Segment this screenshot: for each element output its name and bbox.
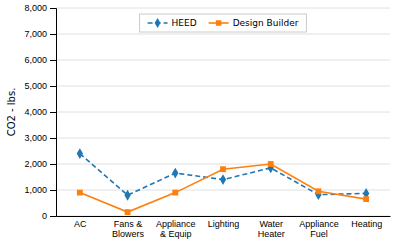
point [268,161,274,167]
tick: WaterHeater [258,219,285,239]
tick-label: 1,000 [24,185,47,195]
axis-line [57,216,391,217]
line [80,154,366,196]
tick-mark [50,138,56,139]
axis-title: CO2 - lbs. [6,88,17,137]
legend: HEED Design Builder [140,14,307,32]
legend-marker [155,18,161,28]
tick-label: Lighting [208,219,240,229]
point [220,166,226,172]
tick: Fans &Blowers [112,219,145,239]
grid-line [56,216,390,217]
tick: 2,000 [24,159,56,169]
marks [77,148,370,215]
tick-mark [50,60,56,61]
grid-line [56,112,390,113]
tick-mark [50,164,56,165]
grid-line [56,34,390,35]
tick-label: 7,000 [24,29,47,39]
axis-line [50,9,57,217]
tick: 1,000 [24,185,56,195]
tick: AC [74,219,87,229]
grid-line [56,8,390,9]
tick-label: 4,000 [24,107,47,117]
tick-mark [50,34,56,35]
legend-label: Design Builder [233,18,299,28]
tick-label: 6,000 [24,55,47,65]
grid-line [56,164,390,165]
grid-line [56,138,390,139]
chart: 0 1,000 2,000 3,000 4,000 5,000 6,000 7,000 8,00… [0,0,400,250]
legend-marker [216,20,221,25]
point [316,188,322,194]
tick: Appliance& Equip [156,219,196,239]
point [220,174,226,185]
tick: 6,000 [24,55,56,65]
x-axis: AC Fans &Blowers Appliance& Equip Lighting W… [57,217,391,240]
tick: Lighting [208,219,240,229]
tick: 4,000 [24,107,56,117]
tick-mark [50,8,56,9]
tick-label: Heating [351,219,382,229]
tick-label: 5,000 [24,81,47,91]
tick-label: 3,000 [24,133,47,143]
legend-item: Design Builder [209,18,299,28]
tick-mark [50,190,56,191]
point [172,168,178,179]
tick: 7,000 [24,29,56,39]
tick-label: ApplianceFuel [299,219,339,239]
grid-line [56,86,390,87]
grid-line [56,190,390,191]
point [77,148,83,159]
legend-box [140,14,307,32]
tick: 5,000 [24,81,56,91]
tick: 8,000 [24,3,56,13]
tick-label: Appliance& Equip [156,219,196,239]
tick-label: 8,000 [24,3,47,13]
tick-label: AC [74,219,87,229]
plot: 0 1,000 2,000 3,000 4,000 5,000 6,000 7,000 8,00… [24,3,390,239]
tick-label: 2,000 [24,159,47,169]
tick-label: WaterHeater [258,219,285,239]
series [77,161,369,215]
point [315,189,321,200]
grid [56,8,390,216]
tick: Heating [351,219,382,229]
tick-mark [50,112,56,113]
tick: ApplianceFuel [299,219,339,239]
point [125,209,131,215]
tick-mark [50,216,56,217]
tick-mark [50,86,56,87]
point [172,190,178,196]
point [77,190,83,196]
tick: 3,000 [24,133,56,143]
line [80,164,366,212]
y-axis: 0 1,000 2,000 3,000 4,000 5,000 6,000 7,000 8,00… [24,3,56,221]
point [363,196,369,202]
tick-label: 0 [42,211,47,221]
legend-item: HEED [148,18,197,28]
grid-line [56,60,390,61]
tick: 0 [42,211,56,221]
tick-label: Fans &Blowers [112,219,145,239]
point [124,190,130,201]
legend-label: HEED [172,18,197,28]
